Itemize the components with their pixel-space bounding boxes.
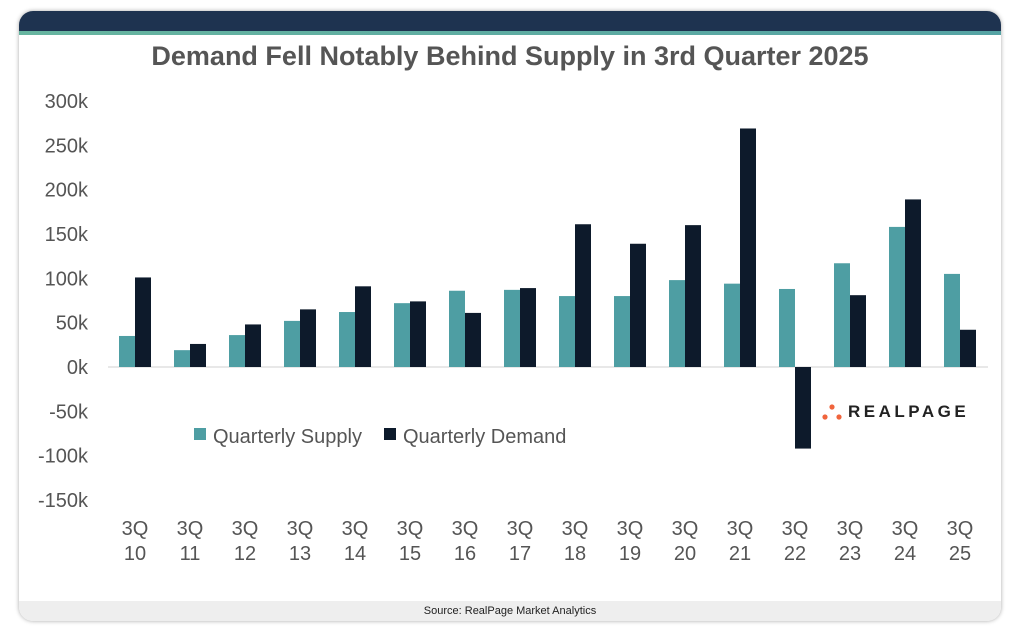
demand-bar [630,243,646,367]
x-tick-label: 25 [949,543,971,565]
supply-bar [889,226,905,367]
x-tick-label: 11 [180,543,201,565]
realpage-logo: REALPAGE [822,402,969,422]
y-tick-label: 0k [67,357,89,379]
legend-label-supply: Quarterly Supply [213,426,362,448]
x-tick-label: 3Q [232,518,259,540]
x-tick-label: 14 [344,543,366,565]
supply-bar [449,290,465,367]
supply-bar [559,296,575,367]
demand-bar [795,367,811,449]
supply-bar [394,303,410,367]
x-tick-label: 10 [124,543,146,565]
demand-bar [410,301,426,367]
y-tick-label: -150k [38,490,89,512]
x-tick-label: 21 [729,543,751,565]
y-tick-label: 200k [45,180,89,202]
legend-swatch-supply [194,428,206,440]
logo-dots-icon [822,404,842,420]
x-tick-label: 18 [564,543,586,565]
supply-bar [669,280,685,367]
x-tick-label: 24 [894,543,916,565]
x-tick-label: 3Q [892,518,919,540]
logo-text: REALPAGE [848,402,970,421]
x-tick-label: 16 [454,543,476,565]
x-tick-label: 23 [839,543,861,565]
x-tick-label: 3Q [727,518,754,540]
x-tick-label: 13 [289,543,311,565]
supply-bar [614,296,630,367]
x-tick-label: 3Q [287,518,314,540]
supply-bar [944,273,960,367]
y-tick-label: 250k [45,135,89,157]
x-tick-label: 3Q [562,518,589,540]
demand-bar [575,224,591,367]
x-tick-label: 3Q [672,518,699,540]
x-tick-label: 22 [784,543,806,565]
demand-bar [685,225,701,367]
x-tick-label: 3Q [947,518,974,540]
x-tick-label: 15 [399,543,421,565]
x-tick-label: 3Q [837,518,864,540]
x-tick-label: 3Q [342,518,369,540]
legend-swatch-demand [384,428,396,440]
demand-bar [355,286,371,367]
supply-bar [284,320,300,367]
y-tick-label: -50k [49,401,89,423]
y-tick-label: 300k [45,91,89,113]
x-tick-label: 19 [619,543,641,565]
supply-bar [119,335,135,367]
y-tick-label: 50k [56,313,89,335]
x-tick-label: 12 [234,543,256,565]
supply-bar [504,289,520,367]
y-tick-label: -100k [38,446,89,468]
supply-bar [779,288,795,367]
source-note: Source: RealPage Market Analytics [19,601,1001,621]
demand-bar [300,309,316,367]
y-tick-label: 100k [45,268,89,290]
header-accent [19,31,1001,35]
demand-bar [465,312,481,367]
demand-bar [905,199,921,367]
supply-bar [174,350,190,367]
legend-label-demand: Quarterly Demand [403,426,566,448]
supply-bar [724,283,740,367]
y-tick-label: 150k [45,224,89,246]
x-tick-label: 3Q [507,518,534,540]
demand-bar [740,128,756,367]
chart-title: Demand Fell Notably Behind Supply in 3rd… [151,41,869,71]
x-tick-label: 3Q [782,518,809,540]
x-tick-label: 3Q [122,518,149,540]
demand-bar [960,329,976,367]
demand-bar [520,288,536,367]
supply-bar [339,312,355,367]
supply-bar [229,335,245,367]
x-tick-label: 20 [674,543,696,565]
x-tick-label: 3Q [397,518,424,540]
demand-bar [245,324,261,367]
x-tick-label: 3Q [617,518,644,540]
supply-bar [834,263,850,367]
demand-bar [190,343,206,367]
demand-bar [135,277,151,367]
demand-bar [850,295,866,367]
x-tick-label: 3Q [452,518,479,540]
x-tick-label: 17 [509,543,531,565]
x-tick-label: 3Q [177,518,204,540]
header-band [19,11,1001,31]
